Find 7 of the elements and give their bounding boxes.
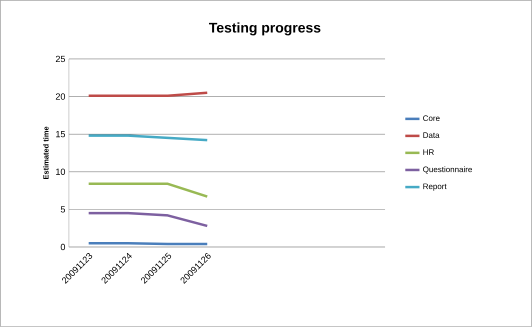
y-tick-label: 25 xyxy=(56,56,66,62)
y-tick-label: 0 xyxy=(60,244,66,250)
y-tick-label: 15 xyxy=(56,131,66,138)
y-tick-label: 10 xyxy=(56,168,66,175)
chart-title: Testing progress xyxy=(208,22,320,36)
y-tick-label: 20 xyxy=(56,93,66,100)
y-tick-label: 5 xyxy=(60,206,66,213)
